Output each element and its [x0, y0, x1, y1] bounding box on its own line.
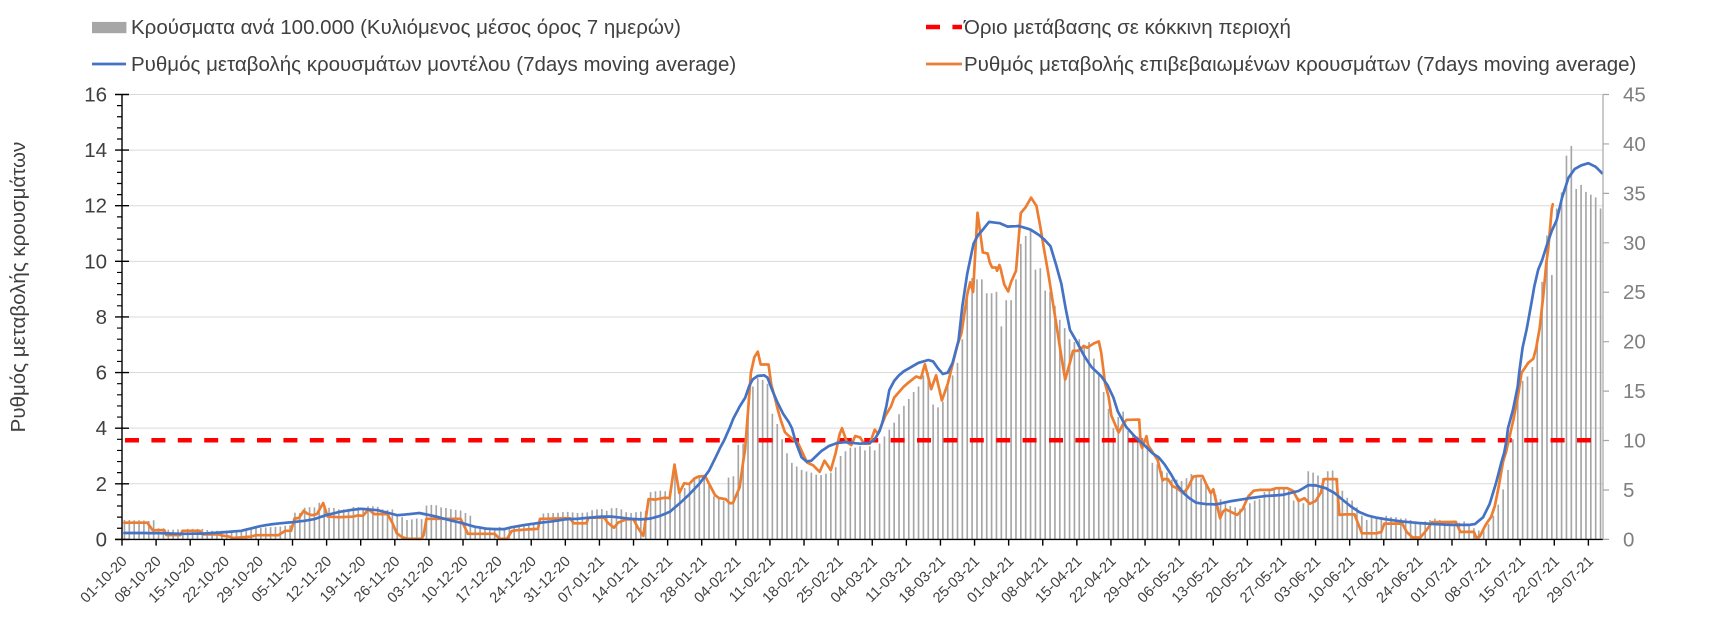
- svg-text:40: 40: [1623, 133, 1646, 156]
- svg-text:Ρυθμός μεταβολής κρουσμάτων: Ρυθμός μεταβολής κρουσμάτων: [7, 142, 30, 433]
- svg-text:25: 25: [1623, 281, 1646, 304]
- svg-text:2: 2: [96, 473, 107, 496]
- svg-text:35: 35: [1623, 182, 1646, 205]
- svg-text:30: 30: [1623, 232, 1646, 255]
- svg-text:14: 14: [84, 139, 107, 162]
- svg-text:5: 5: [1623, 479, 1634, 502]
- svg-text:12: 12: [84, 195, 107, 218]
- svg-text:Όριο μετάβασης σε κόκκινη περι: Όριο μετάβασης σε κόκκινη περιοχή: [963, 16, 1291, 39]
- svg-text:Ρυθμός μεταβολής κρουσμάτων μο: Ρυθμός μεταβολής κρουσμάτων μοντέλου (7d…: [131, 53, 736, 76]
- svg-text:0: 0: [1623, 528, 1634, 551]
- svg-text:45: 45: [1623, 84, 1646, 107]
- svg-text:20: 20: [1623, 331, 1646, 354]
- svg-text:16: 16: [84, 84, 107, 107]
- svg-text:10: 10: [1623, 430, 1646, 453]
- svg-text:15: 15: [1623, 380, 1646, 403]
- svg-text:4: 4: [96, 417, 107, 440]
- svg-text:0: 0: [96, 528, 107, 551]
- svg-text:6: 6: [96, 362, 107, 385]
- svg-text:8: 8: [96, 306, 107, 329]
- svg-text:Ρυθμός μεταβολής επιβεβαιωμένω: Ρυθμός μεταβολής επιβεβαιωμένων κρουσμάτ…: [964, 53, 1636, 76]
- svg-text:Κρούσματα ανά 100.000 (Κυλιόμε: Κρούσματα ανά 100.000 (Κυλιόμενος μέσος …: [131, 16, 681, 39]
- svg-text:10: 10: [84, 250, 107, 273]
